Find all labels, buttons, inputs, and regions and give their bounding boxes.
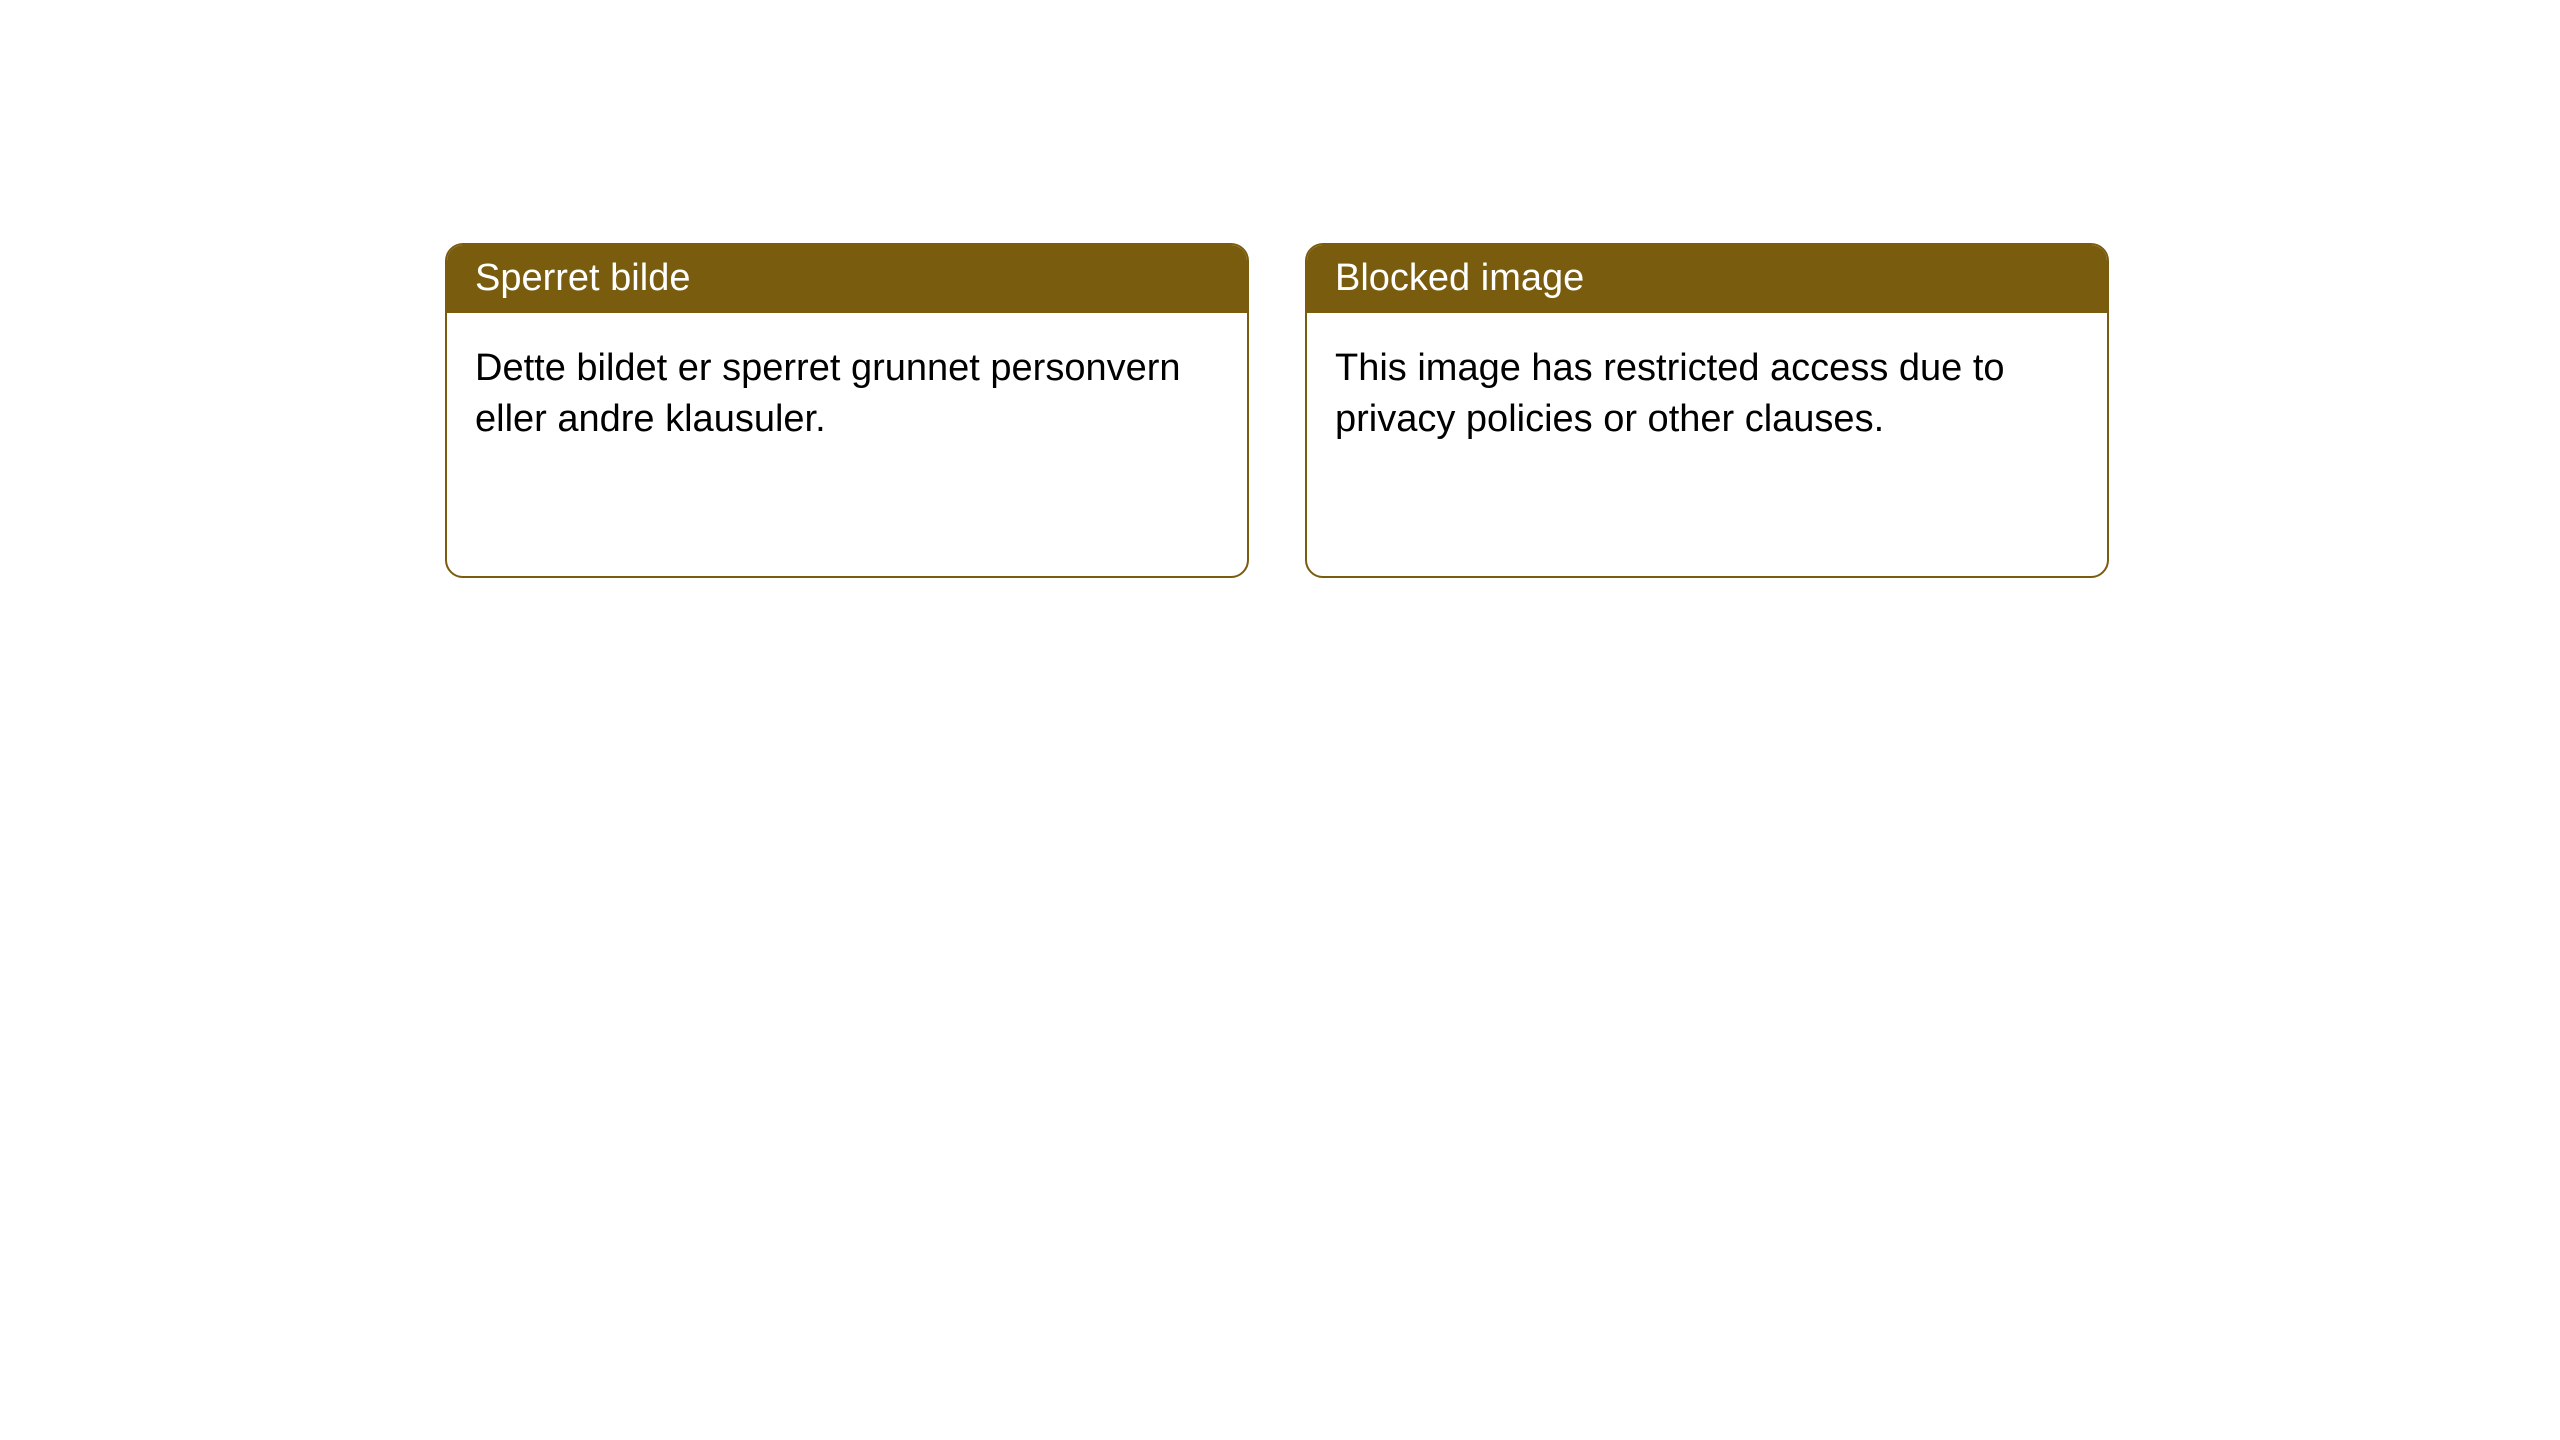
notice-body-no: Dette bildet er sperret grunnet personve… [447, 313, 1247, 476]
notice-card-en: Blocked image This image has restricted … [1305, 243, 2109, 578]
notice-card-no: Sperret bilde Dette bildet er sperret gr… [445, 243, 1249, 578]
notice-body-en: This image has restricted access due to … [1307, 313, 2107, 476]
notice-container: Sperret bilde Dette bildet er sperret gr… [0, 0, 2560, 578]
notice-title-no: Sperret bilde [447, 245, 1247, 313]
notice-title-en: Blocked image [1307, 245, 2107, 313]
